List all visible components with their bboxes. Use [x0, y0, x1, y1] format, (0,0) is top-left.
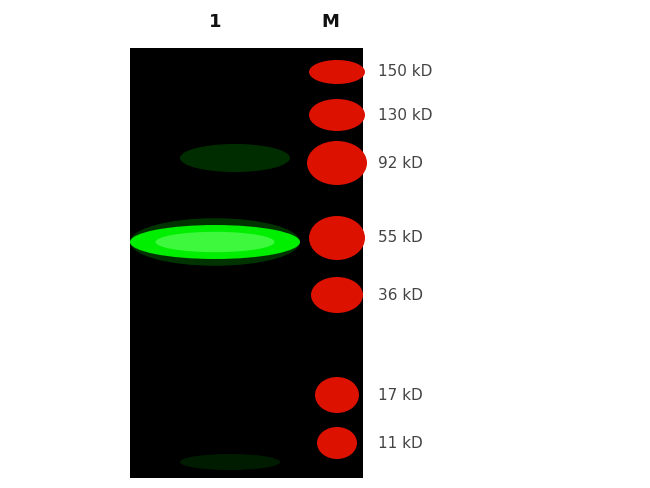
- Ellipse shape: [309, 216, 365, 260]
- Ellipse shape: [317, 427, 357, 459]
- Text: 150 kD: 150 kD: [378, 64, 432, 80]
- Text: M: M: [321, 13, 339, 31]
- Text: 130 kD: 130 kD: [378, 107, 432, 122]
- Ellipse shape: [180, 144, 290, 172]
- Ellipse shape: [180, 454, 280, 470]
- Text: 1: 1: [209, 13, 221, 31]
- Ellipse shape: [309, 60, 365, 84]
- Ellipse shape: [130, 225, 300, 259]
- Ellipse shape: [311, 277, 363, 313]
- Text: 11 kD: 11 kD: [378, 435, 422, 450]
- Text: 36 kD: 36 kD: [378, 287, 423, 303]
- Text: 92 kD: 92 kD: [378, 156, 423, 170]
- Ellipse shape: [155, 232, 274, 252]
- Text: 55 kD: 55 kD: [378, 230, 422, 245]
- Ellipse shape: [307, 141, 367, 185]
- Bar: [130, 48, 363, 478]
- Ellipse shape: [315, 377, 359, 413]
- Ellipse shape: [130, 218, 300, 266]
- Text: 17 kD: 17 kD: [378, 387, 422, 403]
- Ellipse shape: [309, 99, 365, 131]
